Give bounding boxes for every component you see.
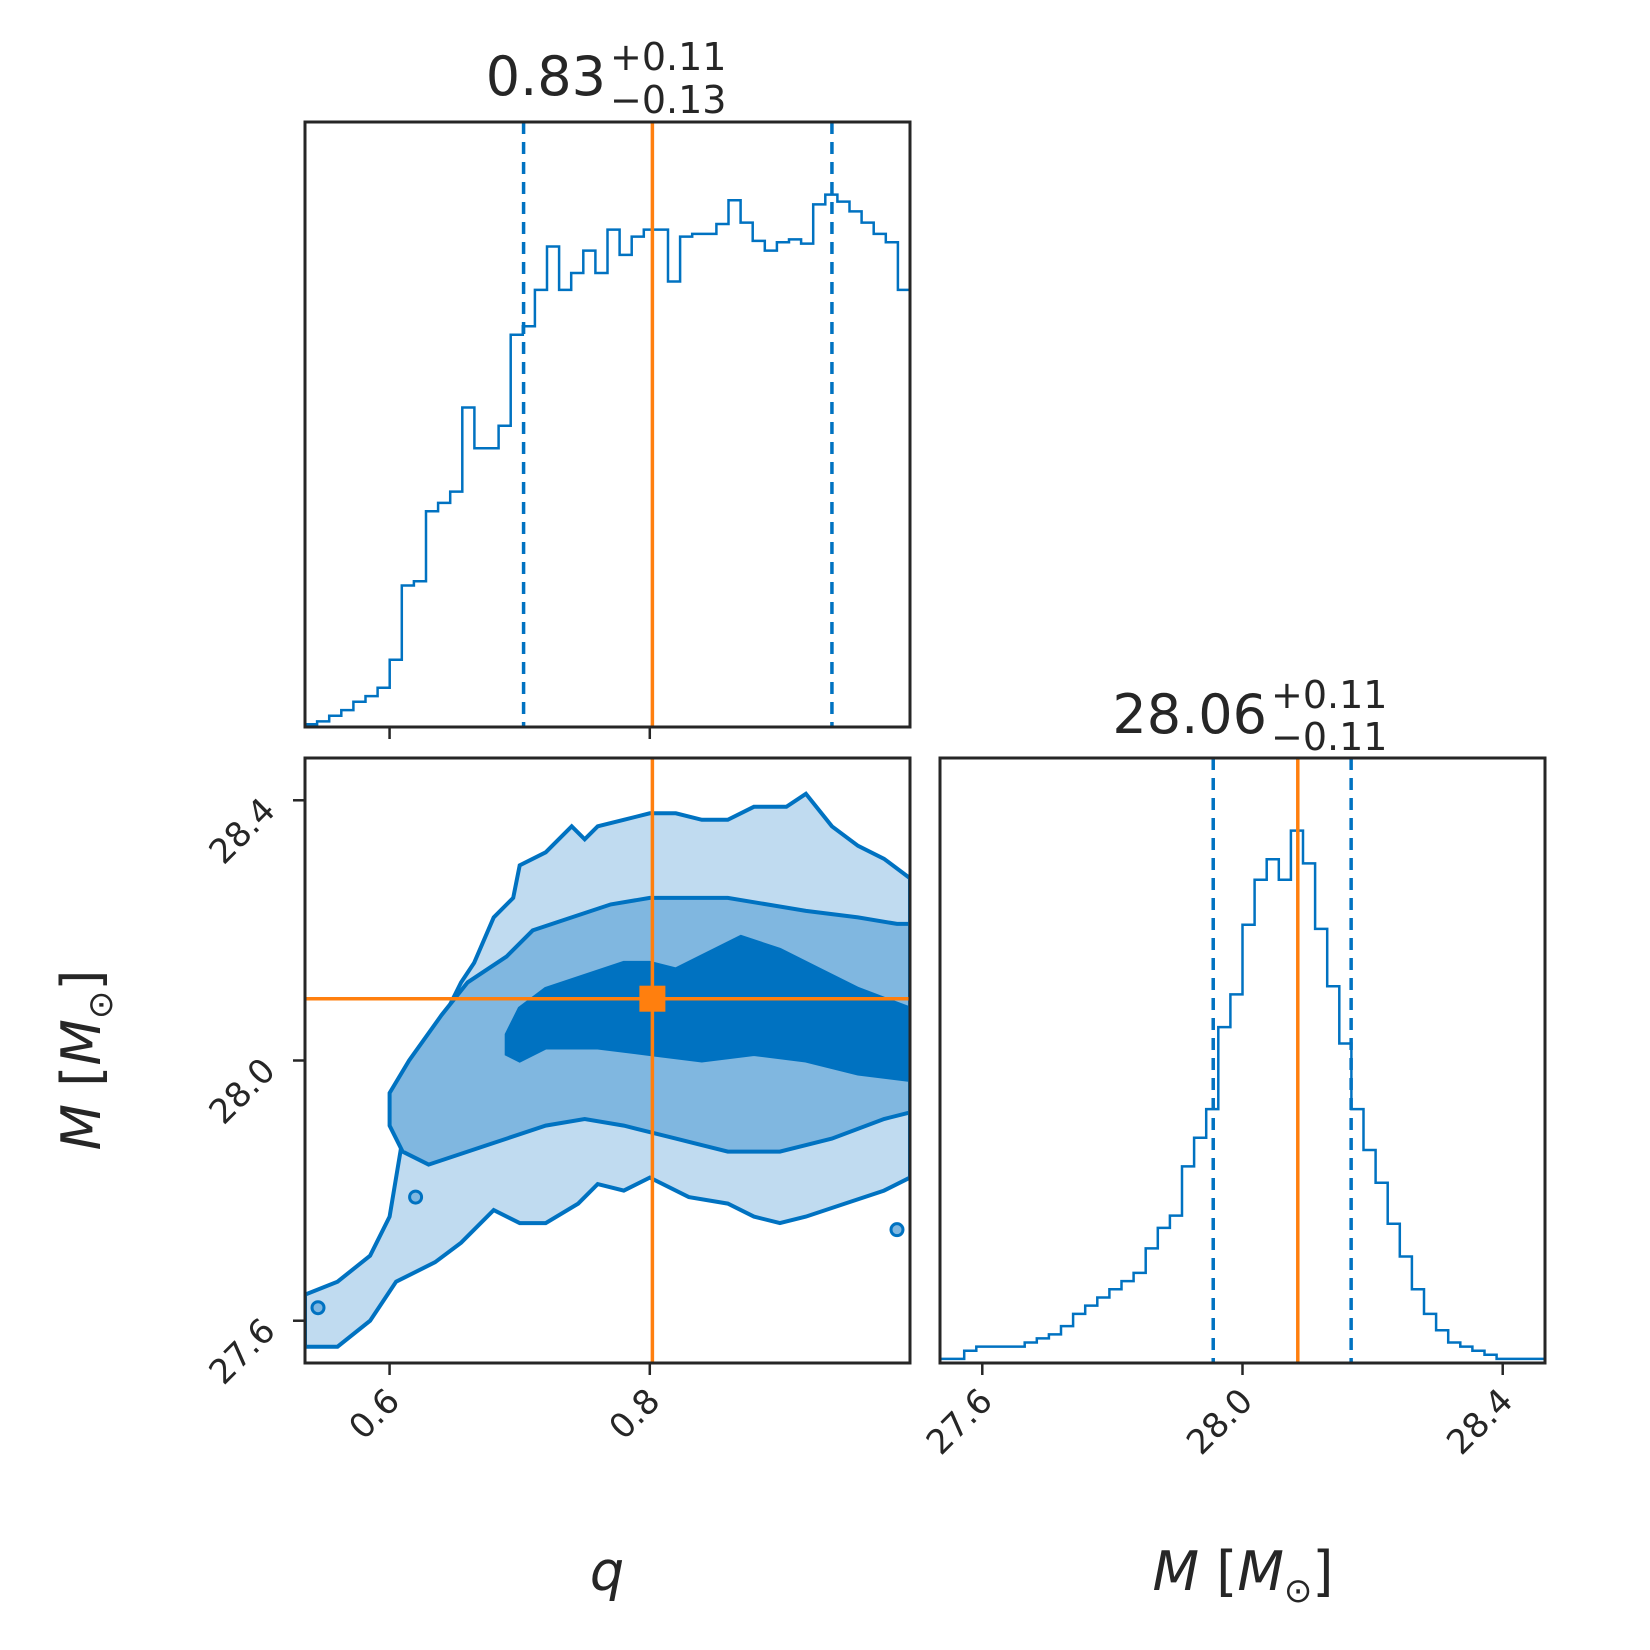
M-y-tick-label: 27.6 [202,1311,284,1393]
q-marginal-frame [303,120,912,729]
M-x-tick-label: 28.4 [1439,1381,1521,1463]
M-histogram [938,758,1545,1363]
density-contours [305,758,910,1363]
q-title-plus: +0.11 [610,35,726,79]
M-marginal-panel: 28.06 +0.11 −0.11 27.6 28.0 28.4 M [M⊙] [919,673,1547,1611]
q-x-tick-label: 0.8 [602,1381,669,1448]
x-axis-label-M: M [M⊙] [1153,1540,1334,1611]
q-x-tick-label: 0.6 [341,1381,408,1448]
M-title-median: 28.06 [1112,683,1267,746]
M-y-tick-label: 28.4 [202,790,284,872]
truth-marker [639,985,666,1012]
M-histogram-step [938,829,1545,1363]
q-histogram [303,122,910,739]
q-axis-ticks: 0.6 0.8 [341,1363,668,1448]
y-axis-label: M [M⊙] [50,970,121,1151]
contour-island [310,1300,326,1316]
M-title-minus: −0.11 [1271,715,1387,759]
contour-island [408,1189,424,1205]
contour-panel: 27.6 28.0 28.4 0.6 0.8 M [M⊙] q [50,756,912,1603]
contour-island [889,1222,905,1238]
M-x-tick-label: 28.0 [1179,1381,1261,1463]
M-axis-ticks: 27.6 28.0 28.4 [202,790,305,1393]
M-x-tick-label: 27.6 [919,1381,1001,1463]
M-y-tick-label: 28.0 [202,1051,284,1133]
q-histogram-step [303,193,910,727]
contour-1sigma [504,934,910,1083]
q-title-median: 0.83 [486,45,606,108]
M-marginal-frame [938,756,1547,1365]
M-title-plus: +0.11 [1271,673,1387,717]
q-marginal-panel: 0.83 +0.11 −0.13 [303,35,912,739]
M-x-axis-ticks: 27.6 28.0 28.4 [919,1363,1521,1463]
x-axis-label-q: q [590,1540,624,1603]
q-title-minus: −0.13 [610,78,726,122]
